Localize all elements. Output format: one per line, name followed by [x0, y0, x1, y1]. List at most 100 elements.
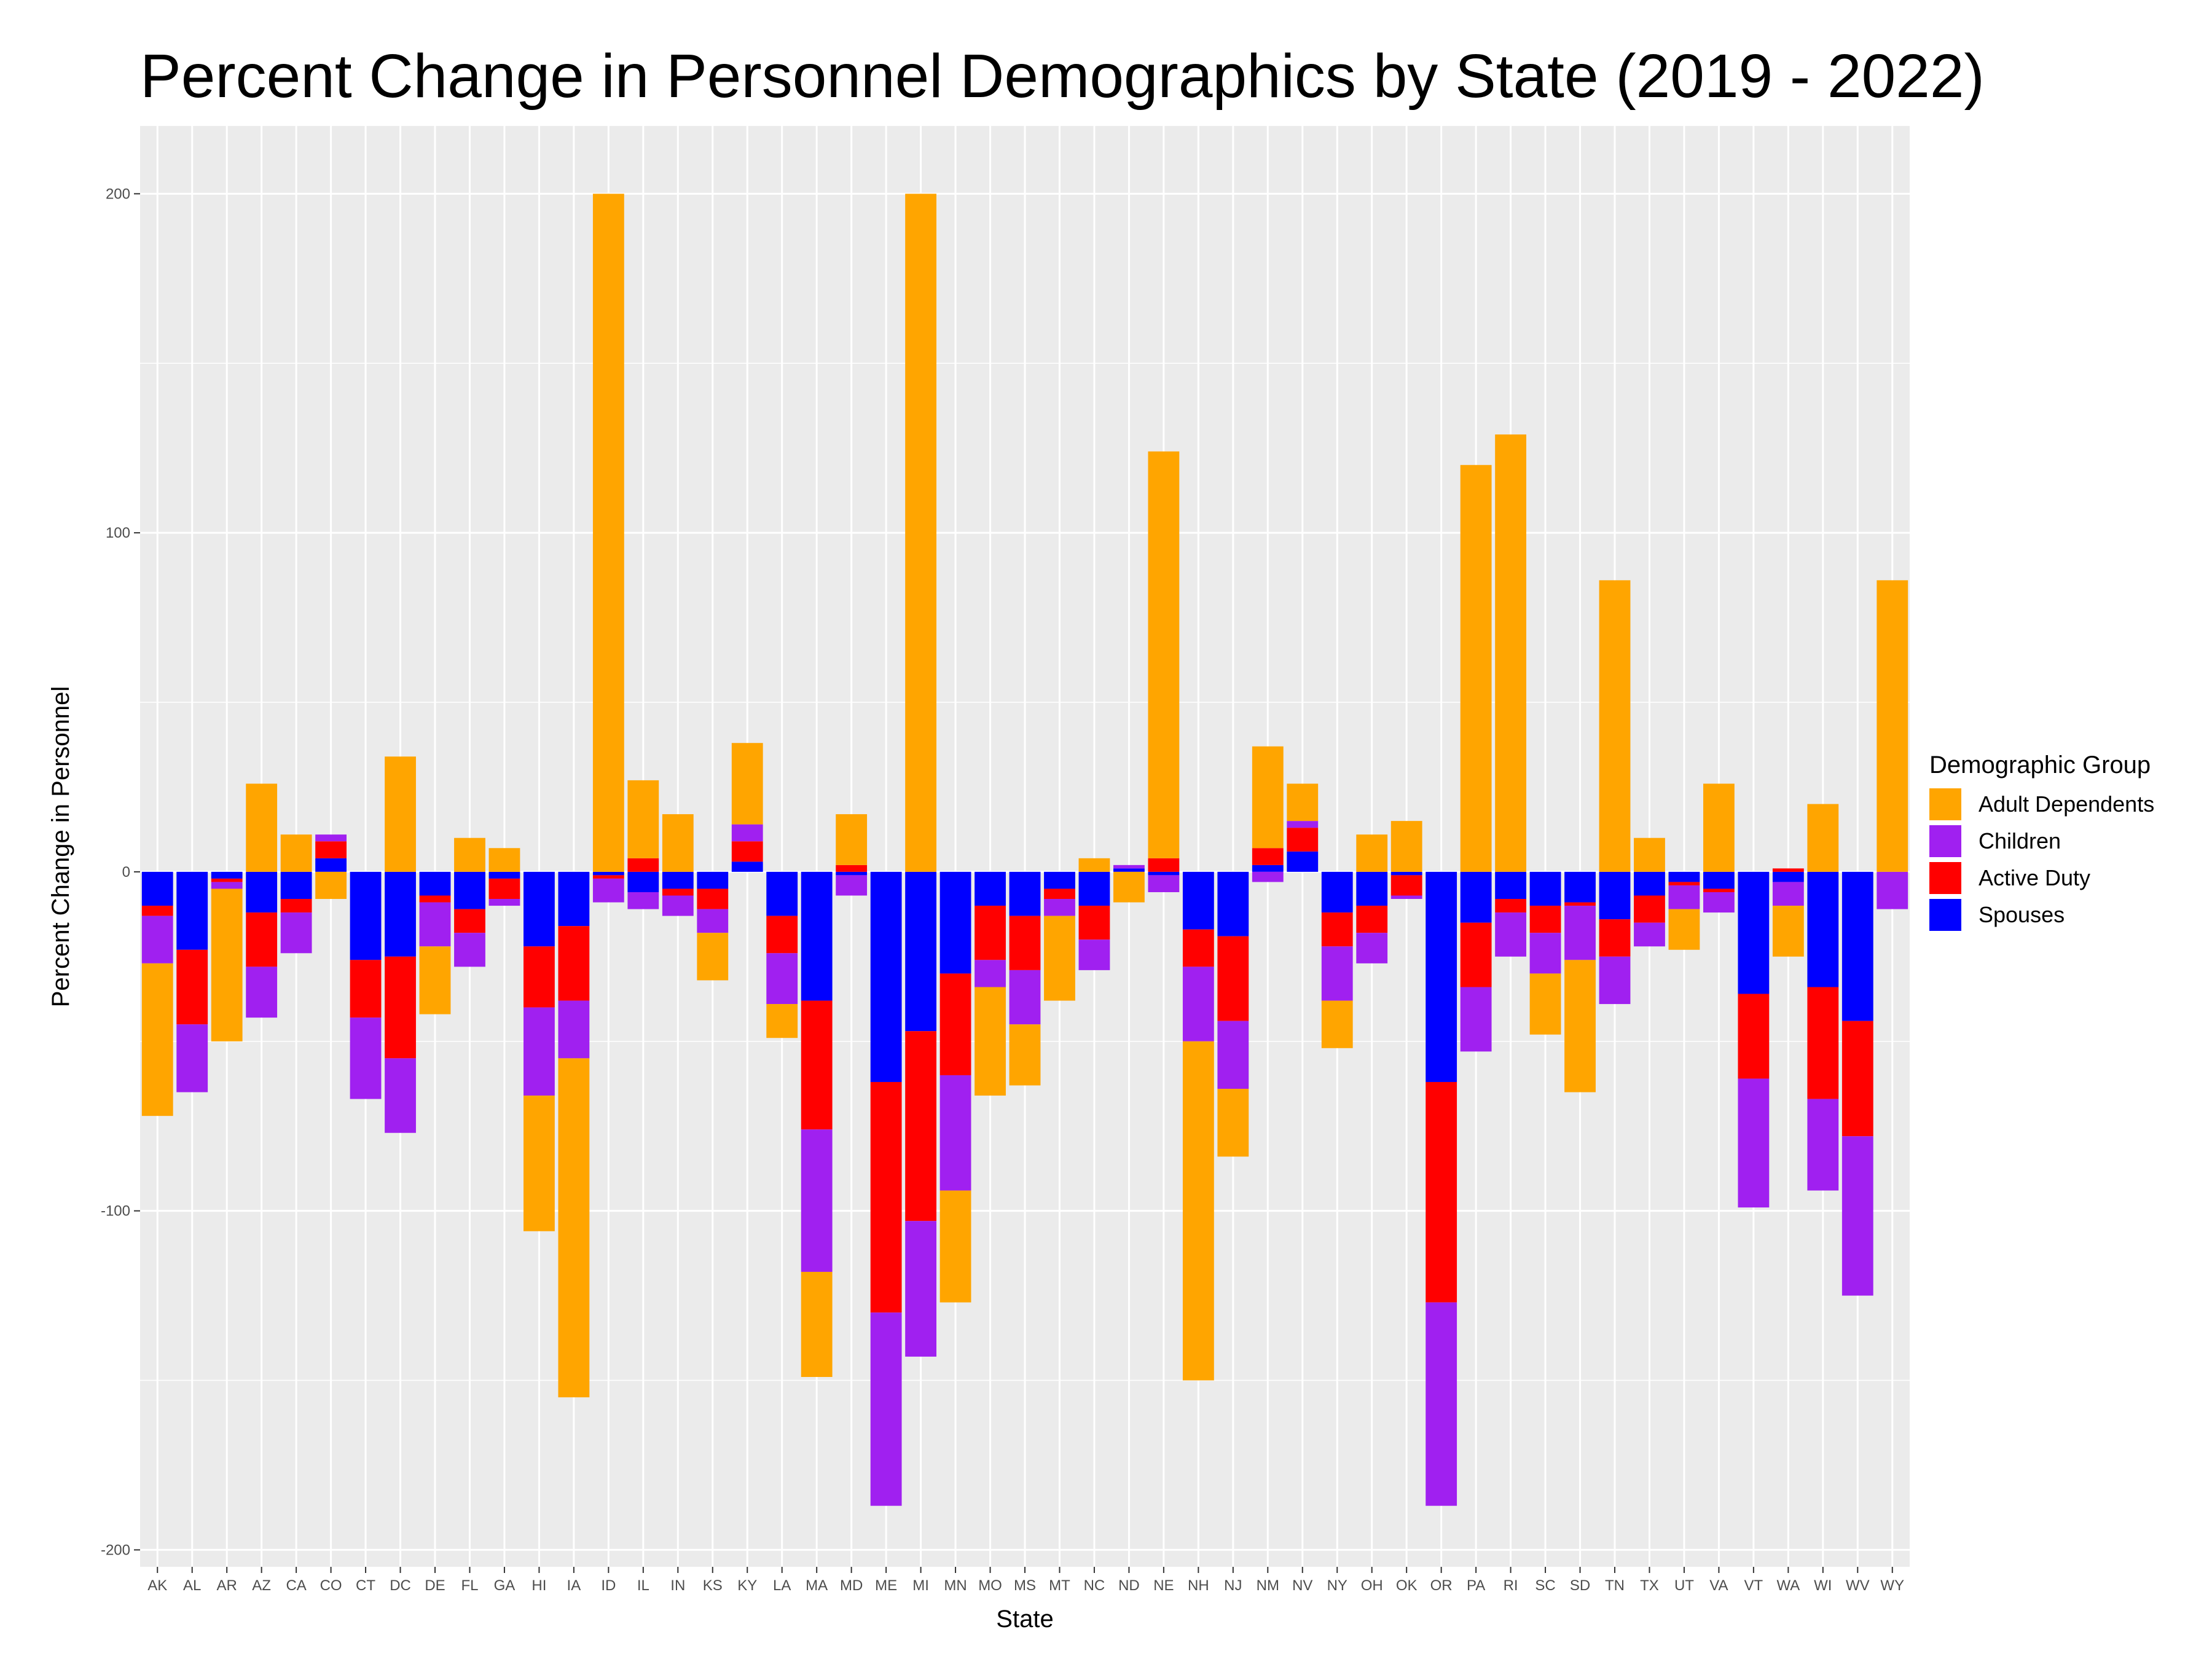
- bar-la-children: [766, 953, 798, 1005]
- x-axis-ticks: AK AL AR AZ CA CO CT DC DE FL GA HI IA ID IL IN KS KY LA MA…: [147, 1567, 1904, 1594]
- bar-ky-active-duty: [731, 841, 763, 862]
- x-tick-label: KS: [703, 1577, 723, 1594]
- bar-ar-children: [211, 882, 243, 889]
- bar-ny-spouses: [1321, 871, 1353, 913]
- bar-mt-children: [1044, 899, 1075, 916]
- bar-va-active-duty: [1703, 888, 1735, 892]
- bar-id-adult-dependents: [592, 194, 624, 872]
- x-tick-label: WA: [1776, 1577, 1800, 1594]
- bar-va-adult-dependents: [1703, 783, 1735, 872]
- x-tick-label: MO: [978, 1577, 1002, 1594]
- bar-va-children: [1703, 892, 1735, 913]
- bar-wi-spouses: [1807, 871, 1839, 987]
- bar-wv-spouses: [1841, 871, 1873, 1021]
- legend-swatch: [1929, 899, 1961, 931]
- x-tick-label: OH: [1361, 1577, 1383, 1594]
- bar-mt-active-duty: [1044, 888, 1075, 900]
- bar-ca-adult-dependents: [280, 834, 312, 872]
- bar-ga-active-duty: [488, 878, 520, 900]
- bar-vt-active-duty: [1738, 994, 1770, 1079]
- bar-sc-spouses: [1529, 871, 1561, 906]
- bar-mt-adult-dependents: [1044, 916, 1075, 1001]
- y-tick-label: 100: [106, 525, 130, 541]
- bar-ne-adult-dependents: [1148, 451, 1180, 858]
- bar-ct-children: [350, 1018, 382, 1099]
- bar-tx-spouses: [1634, 871, 1665, 896]
- bar-ok-adult-dependents: [1390, 821, 1422, 872]
- bar-mo-active-duty: [975, 906, 1006, 960]
- bar-nj-spouses: [1217, 871, 1249, 936]
- bar-sd-active-duty: [1564, 902, 1596, 906]
- bar-nh-adult-dependents: [1182, 1041, 1214, 1381]
- bar-in-children: [662, 895, 694, 916]
- bar-sd-adult-dependents: [1564, 960, 1596, 1092]
- bar-tn-adult-dependents: [1599, 580, 1631, 872]
- bar-id-active-duty: [592, 875, 624, 879]
- bar-wv-active-duty: [1841, 1021, 1873, 1137]
- bar-me-spouses: [870, 871, 902, 1082]
- bar-nh-active-duty: [1182, 929, 1214, 967]
- bar-fl-adult-dependents: [454, 837, 485, 872]
- bar-nm-children: [1252, 871, 1284, 882]
- legend-swatch: [1929, 825, 1961, 857]
- bar-mi-spouses: [905, 871, 936, 1032]
- bar-dc-children: [385, 1058, 416, 1133]
- y-axis-title: Percent Change in Personnel: [47, 686, 74, 1008]
- bar-mi-active-duty: [905, 1031, 936, 1222]
- bar-me-active-duty: [870, 1081, 902, 1313]
- bar-va-spouses: [1703, 871, 1735, 889]
- bar-ma-adult-dependents: [801, 1271, 833, 1378]
- bar-la-adult-dependents: [766, 1004, 798, 1038]
- bars: [141, 194, 1908, 1506]
- legend: Demographic Group Adult Dependents Childr…: [1929, 751, 2154, 931]
- bar-nm-adult-dependents: [1252, 746, 1284, 849]
- legend-swatch: [1929, 862, 1961, 894]
- bar-wi-active-duty: [1807, 987, 1839, 1099]
- bar-nj-children: [1217, 1021, 1249, 1089]
- bar-de-adult-dependents: [419, 946, 451, 1014]
- bar-ne-active-duty: [1148, 858, 1180, 872]
- bar-sc-children: [1529, 933, 1561, 974]
- bar-ut-adult-dependents: [1668, 909, 1700, 950]
- bar-ky-spouses: [731, 861, 763, 872]
- bar-hi-children: [524, 1007, 555, 1096]
- x-tick-label: NH: [1188, 1577, 1209, 1594]
- bar-wv-children: [1841, 1136, 1873, 1296]
- bar-wa-active-duty: [1772, 868, 1804, 872]
- x-tick-label: TX: [1640, 1577, 1659, 1594]
- bar-ut-active-duty: [1668, 882, 1700, 885]
- bar-wa-spouses: [1772, 871, 1804, 882]
- bar-ar-adult-dependents: [211, 888, 243, 1041]
- bar-co-adult-dependents: [315, 871, 347, 900]
- bar-ma-children: [801, 1129, 833, 1272]
- bar-ut-spouses: [1668, 871, 1700, 882]
- x-tick-label: IA: [567, 1577, 581, 1594]
- bar-nc-spouses: [1078, 871, 1110, 906]
- bar-ks-spouses: [697, 871, 729, 889]
- x-tick-label: VA: [1709, 1577, 1728, 1594]
- y-tick-label: 200: [106, 186, 130, 202]
- bar-la-spouses: [766, 871, 798, 916]
- bar-ca-children: [280, 912, 312, 954]
- bar-az-adult-dependents: [246, 783, 278, 872]
- bar-in-active-duty: [662, 888, 694, 896]
- bar-ri-active-duty: [1495, 899, 1526, 913]
- bar-wy-adult-dependents: [1877, 580, 1908, 872]
- bar-il-spouses: [627, 871, 659, 892]
- bar-ne-children: [1148, 875, 1180, 892]
- bar-de-children: [419, 902, 451, 947]
- bar-ma-active-duty: [801, 1000, 833, 1130]
- bar-ri-adult-dependents: [1495, 434, 1526, 872]
- bar-ar-spouses: [211, 871, 243, 879]
- bar-co-children: [315, 834, 347, 842]
- bar-ia-active-duty: [558, 926, 590, 1001]
- bar-wy-children: [1877, 871, 1908, 909]
- bar-il-children: [627, 892, 659, 909]
- bar-hi-spouses: [524, 871, 555, 947]
- bar-id-spouses: [592, 871, 624, 876]
- bar-nc-active-duty: [1078, 906, 1110, 940]
- bar-fl-children: [454, 933, 485, 967]
- x-tick-label: AL: [183, 1577, 201, 1594]
- x-tick-label: GA: [494, 1577, 516, 1594]
- bar-ks-active-duty: [697, 888, 729, 909]
